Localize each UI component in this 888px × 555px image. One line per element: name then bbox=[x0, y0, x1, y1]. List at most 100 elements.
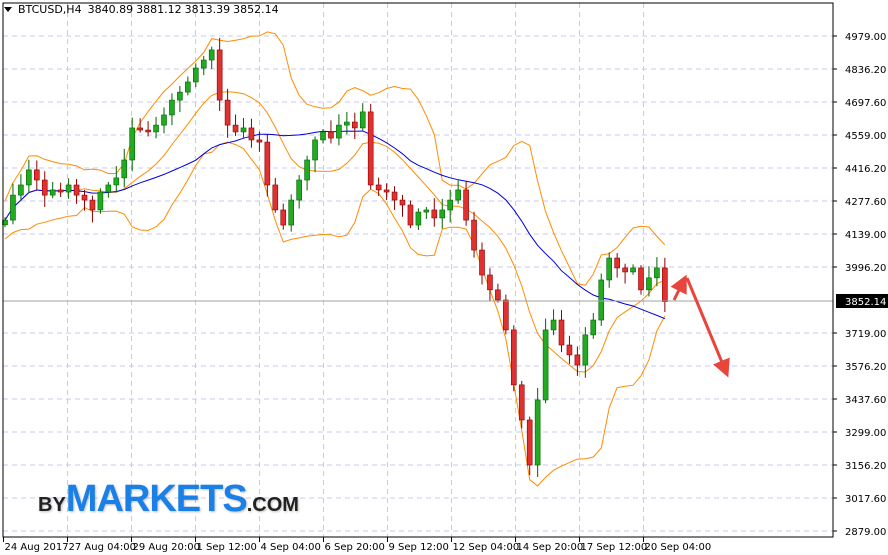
bear-candle bbox=[391, 186, 398, 210]
bear-candle bbox=[638, 265, 644, 295]
bear-candle bbox=[57, 182, 64, 197]
bear-candle bbox=[216, 37, 223, 111]
bull-candle bbox=[288, 194, 295, 232]
bull-candle bbox=[97, 188, 104, 214]
x-tick-label: 12 Sep 04:00 bbox=[453, 542, 520, 553]
x-tick-label: 6 Sep 20:00 bbox=[325, 542, 385, 553]
bollinger-bands bbox=[4, 31, 666, 487]
y-tick-label: 3576.20 bbox=[845, 362, 886, 373]
bull-candle bbox=[542, 318, 549, 404]
chart-header: BTCUSD,H4 3840.89 3881.12 3813.39 3852.1… bbox=[4, 3, 279, 16]
x-tick-label: 27 Aug 04:00 bbox=[69, 542, 136, 553]
price-axis[interactable]: 4979.00 4836.20 4697.60 4559.00 4416.20 4277.… bbox=[833, 32, 888, 538]
bull-candle bbox=[49, 181, 56, 199]
ohlc-high: 3881.12 bbox=[136, 3, 182, 16]
lower-band bbox=[4, 141, 666, 487]
bear-candle bbox=[272, 177, 279, 213]
bear-candle bbox=[574, 346, 581, 376]
bear-candle bbox=[614, 253, 620, 278]
bull-candle bbox=[296, 175, 302, 209]
bull-candle bbox=[161, 107, 167, 134]
bear-candle bbox=[487, 268, 493, 302]
bear-candle bbox=[328, 120, 334, 144]
x-tick-label: 4 Sep 04:00 bbox=[261, 542, 321, 553]
candles bbox=[2, 37, 668, 478]
bear-candle bbox=[463, 180, 469, 226]
bull-candle bbox=[121, 148, 128, 188]
bear-candle bbox=[224, 88, 231, 138]
arrow-down-segment bbox=[685, 277, 730, 378]
x-tick-label: 9 Sep 12:00 bbox=[389, 542, 449, 553]
bull-candle bbox=[153, 116, 159, 139]
bear-candle bbox=[510, 325, 517, 392]
bull-candle bbox=[654, 257, 660, 287]
bear-candle bbox=[41, 171, 48, 207]
logo-com: .COM bbox=[246, 494, 299, 516]
bull-candle bbox=[447, 189, 454, 223]
bull-candle bbox=[598, 273, 605, 326]
bull-candle bbox=[208, 46, 215, 69]
bear-candle bbox=[73, 179, 80, 204]
bull-candle bbox=[200, 56, 207, 76]
bear-candle bbox=[81, 189, 88, 211]
bear-candle bbox=[518, 380, 525, 429]
bull-candle bbox=[590, 312, 597, 339]
y-tick-label: 4836.20 bbox=[845, 65, 886, 76]
ohlc-close: 3852.14 bbox=[233, 3, 279, 16]
bear-candle bbox=[479, 242, 485, 285]
bear-candle bbox=[367, 103, 374, 190]
bear-candle bbox=[399, 194, 406, 217]
bull-candle bbox=[193, 63, 199, 88]
bear-candle bbox=[351, 112, 358, 140]
x-tick-label: 14 Sep 20:00 bbox=[517, 542, 584, 553]
ma-line bbox=[4, 130, 666, 320]
forecast-arrow bbox=[670, 274, 730, 378]
y-tick-label: 4979.00 bbox=[845, 32, 886, 43]
moving-average bbox=[4, 130, 666, 320]
arrow-up-segment bbox=[670, 274, 687, 301]
bull-candle bbox=[534, 387, 541, 478]
bull-candle bbox=[18, 174, 24, 202]
bull-candle bbox=[169, 93, 175, 126]
bull-candle bbox=[129, 117, 135, 172]
bull-candle bbox=[26, 159, 32, 193]
bear-candle bbox=[232, 114, 239, 136]
bull-candle bbox=[646, 266, 652, 297]
bear-candle bbox=[256, 131, 263, 152]
bull-candle bbox=[550, 309, 557, 336]
y-tick-label: 3719.00 bbox=[845, 329, 886, 340]
plot-frame bbox=[2, 2, 834, 538]
bull-candle bbox=[630, 264, 636, 275]
current-price-badge bbox=[836, 294, 888, 308]
bear-candle bbox=[431, 198, 438, 227]
bear-candle bbox=[375, 177, 382, 197]
ohlc-open: 3840.89 bbox=[87, 3, 134, 16]
bull-candle bbox=[415, 208, 422, 230]
bull-candle bbox=[177, 85, 183, 113]
bear-candle bbox=[248, 118, 255, 148]
bull-candle bbox=[240, 118, 247, 138]
bear-candle bbox=[558, 310, 565, 353]
y-tick-label: 3437.60 bbox=[845, 395, 886, 406]
y-tick-label: 4277.60 bbox=[845, 197, 886, 208]
bear-candle bbox=[145, 121, 151, 137]
bear-candle bbox=[280, 203, 287, 230]
bull-candle bbox=[336, 114, 342, 146]
y-tick-label: 4697.60 bbox=[845, 98, 886, 109]
symbol-label: BTCUSD,H4 bbox=[18, 3, 82, 16]
y-tick-label: 4416.20 bbox=[845, 164, 886, 175]
bull-candle bbox=[65, 178, 72, 199]
bull-candle bbox=[606, 252, 613, 288]
bull-candle bbox=[304, 155, 310, 191]
bear-candle bbox=[137, 118, 143, 133]
bymarkets-logo: BY MARKETS .COM bbox=[38, 478, 299, 521]
logo-markets: MARKETS bbox=[65, 478, 248, 520]
bull-candle bbox=[113, 166, 120, 193]
bear-candle bbox=[622, 263, 628, 284]
bear-candle bbox=[526, 416, 533, 476]
bull-candle bbox=[359, 103, 366, 131]
y-tick-label: 3996.20 bbox=[845, 263, 886, 274]
dropdown-triangle-icon[interactable] bbox=[4, 7, 12, 12]
